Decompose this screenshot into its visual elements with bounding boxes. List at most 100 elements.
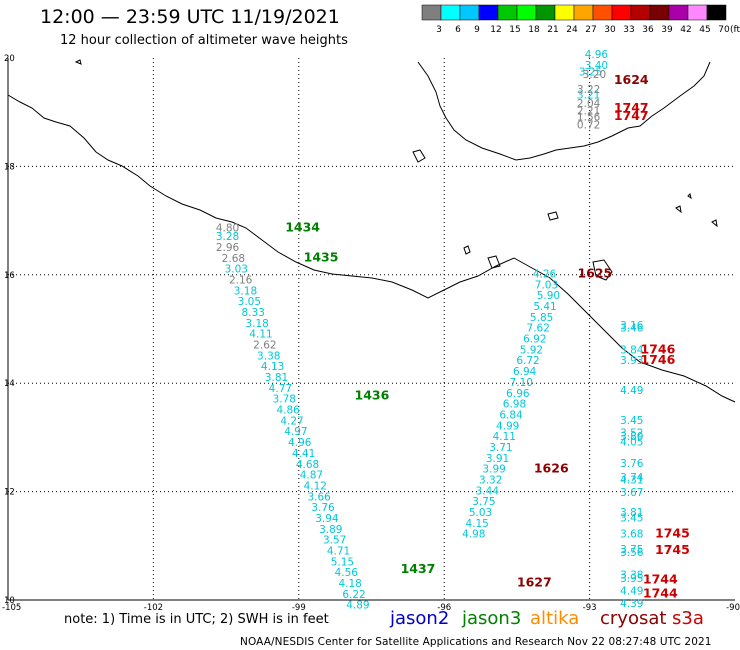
- satellite-legend-s3a: s3a: [672, 608, 704, 629]
- island-outline: [547, 211, 559, 221]
- colorbar-tick-label: 33: [623, 25, 634, 35]
- pass-time-label: 1744: [643, 572, 678, 587]
- swh-value: 8.33: [242, 307, 265, 319]
- colorbar-swatch: [706, 4, 727, 21]
- swh-value: 7.10: [510, 377, 533, 389]
- satellite-legend-altika: altika: [530, 608, 580, 629]
- swh-value: 3.68: [620, 529, 643, 541]
- swh-value: 3.93: [620, 355, 643, 367]
- satellite-legend-cryosat: cryosat: [600, 608, 667, 629]
- swh-value: 4.99: [496, 420, 519, 432]
- pass-time-label: 1624: [614, 72, 649, 87]
- swh-value: 4.71: [327, 545, 350, 557]
- swh-value: 3.20: [583, 69, 606, 81]
- swh-value: 3.91: [486, 453, 509, 465]
- swh-value: 3.84: [620, 344, 644, 356]
- swh-value: 4.05: [620, 437, 643, 449]
- colorbar-swatch: [478, 4, 499, 21]
- swh-value: 6.94: [513, 366, 537, 378]
- swh-value: 4.77: [269, 383, 292, 395]
- units-note: note: 1) Time is in UTC; 2) SWH is in fe…: [64, 612, 329, 627]
- swh-value: 6.72: [516, 355, 539, 367]
- swh-value: 5.90: [537, 290, 560, 302]
- colorbar-tick-label: 36: [642, 25, 654, 35]
- swh-value: 6.22: [342, 589, 365, 601]
- swh-value: 6.84: [499, 409, 523, 421]
- swh-value: 4.89: [346, 600, 369, 612]
- pass-time-label: 1746: [640, 352, 675, 367]
- swh-value: 3.99: [482, 464, 505, 476]
- swh-value: 4.39: [620, 598, 643, 610]
- swh-value: 4.41: [292, 448, 315, 460]
- island-outline: [675, 205, 682, 214]
- swh-value: 3.67: [620, 487, 643, 499]
- swh-value: 3.46: [620, 323, 644, 335]
- island-outline: [74, 59, 82, 65]
- colorbar-swatch: [687, 4, 708, 21]
- swh-value: 3.28: [216, 231, 239, 243]
- swh-value: 4.56: [335, 567, 359, 579]
- swh-value: 0.72: [577, 119, 600, 131]
- swh-value: 1.56: [577, 111, 601, 123]
- colorbar-swatch: [497, 4, 518, 21]
- swh-value: 3.38: [257, 350, 280, 362]
- swh-value: 3.80: [620, 431, 643, 443]
- satellite-legend-jason3: jason3: [462, 608, 522, 629]
- swh-value: 2.21: [577, 105, 600, 117]
- swh-value: 3.71: [489, 442, 512, 454]
- colorbar-swatch: [630, 4, 651, 21]
- lat-tick-label: 10: [4, 596, 15, 606]
- lake-outline: [412, 149, 426, 163]
- pass-time-label: 1437: [401, 561, 436, 576]
- lon-tick-label: -96: [437, 603, 451, 613]
- swh-value: 4.15: [465, 518, 488, 530]
- swh-value: 6.98: [503, 399, 526, 411]
- lat-tick-label: 14: [4, 379, 15, 389]
- colorbar-tick-label: 9: [474, 25, 480, 35]
- swh-value: 3.45: [620, 512, 643, 524]
- swh-value: 2.62: [253, 340, 276, 352]
- swh-value: 3.21: [577, 90, 600, 102]
- swh-value: 3.78: [273, 394, 296, 406]
- colorbar-swatch: [535, 4, 556, 21]
- swh-value: 4.27: [280, 415, 303, 427]
- colorbar-tick-label: (ft): [730, 25, 740, 35]
- swh-value: 3.75: [472, 496, 495, 508]
- coastline: [7, 59, 736, 403]
- pass-time-label: 1744: [643, 585, 678, 600]
- coastline-gulf: [417, 61, 711, 161]
- pass-time-label: 1434: [285, 219, 320, 234]
- colorbar-tick-label: 3: [436, 25, 442, 35]
- swh-value: 5.15: [331, 556, 354, 568]
- swh-value: 3.74: [620, 472, 644, 484]
- swh-value: 4.49: [620, 385, 643, 397]
- island-outline: [463, 245, 471, 255]
- island-outline: [711, 219, 718, 228]
- pass-time-label: 1625: [577, 266, 612, 281]
- colorbar-swatch: [440, 4, 461, 21]
- lat-tick-label: 12: [4, 488, 15, 498]
- lon-tick-label: -93: [583, 603, 597, 613]
- swh-value: 4.87: [300, 470, 323, 482]
- colorbar-tick-label: 6: [455, 25, 461, 35]
- swh-value: 3.76: [311, 502, 335, 514]
- colorbar-tick-label: 24: [566, 25, 578, 35]
- lat-tick-label: 16: [4, 271, 15, 281]
- swh-value: 3.95: [620, 573, 643, 585]
- swh-value: 5.92: [520, 344, 543, 356]
- colorbar-tick-label: 30: [604, 25, 616, 35]
- pass-time-labels: 1434 1435 1436 1437 1625 1626 1627 1624 17471747…: [285, 72, 690, 600]
- swh-value: 2.04: [577, 98, 601, 110]
- pass-time-label: 1745: [655, 542, 690, 557]
- colorbar-tick-label: 15: [509, 25, 520, 35]
- island-outline: [487, 255, 501, 269]
- pass-time-label: 1626: [534, 461, 569, 476]
- swh-value: 4.96: [585, 49, 609, 61]
- swh-value: 4.97: [284, 426, 307, 438]
- colorbar-tick-label: 42: [680, 25, 691, 35]
- lon-tick-label: -90: [726, 603, 740, 613]
- swh-value: 3.38: [620, 569, 643, 581]
- colorbar-tick-label: 27: [585, 25, 596, 35]
- satellite-legend-jason2: jason2: [390, 608, 450, 629]
